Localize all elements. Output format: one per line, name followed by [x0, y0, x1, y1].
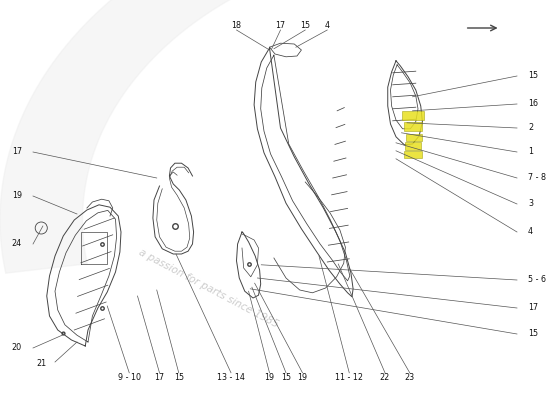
Text: 15: 15 [528, 330, 538, 338]
Text: 21: 21 [37, 360, 47, 368]
Text: 17: 17 [155, 374, 164, 382]
Bar [402, 111, 424, 120]
Bar [404, 122, 422, 131]
Text: a passion for parts since 1985: a passion for parts since 1985 [138, 247, 280, 329]
Text: 19: 19 [12, 192, 22, 200]
Text: 9 - 10: 9 - 10 [118, 374, 141, 382]
Text: 15: 15 [300, 22, 310, 30]
Text: 5 - 6: 5 - 6 [528, 276, 546, 284]
Text: 17: 17 [528, 304, 538, 312]
Text: 4: 4 [324, 22, 330, 30]
Text: 17: 17 [12, 148, 22, 156]
Text: 11 - 12: 11 - 12 [336, 374, 363, 382]
Text: 19: 19 [298, 374, 307, 382]
Text: 7 - 8: 7 - 8 [528, 174, 546, 182]
Text: 15: 15 [281, 374, 291, 382]
Text: 1: 1 [528, 148, 533, 156]
Text: 15: 15 [528, 72, 538, 80]
Text: 18: 18 [232, 22, 241, 30]
Text: 15: 15 [174, 374, 184, 382]
Text: 23: 23 [405, 374, 415, 382]
Text: 24: 24 [12, 240, 22, 248]
Bar [404, 151, 422, 158]
Text: 4: 4 [528, 228, 533, 236]
Polygon shape [0, 0, 407, 273]
Text: 19: 19 [265, 374, 274, 382]
Text: 16: 16 [528, 100, 538, 108]
Text: 13 - 14: 13 - 14 [217, 374, 245, 382]
Text: 3: 3 [528, 200, 533, 208]
Bar [406, 134, 422, 141]
Bar [405, 142, 421, 150]
Text: 22: 22 [380, 374, 390, 382]
Text: 17: 17 [276, 22, 285, 30]
Text: 2: 2 [528, 124, 533, 132]
Text: 20: 20 [12, 344, 22, 352]
